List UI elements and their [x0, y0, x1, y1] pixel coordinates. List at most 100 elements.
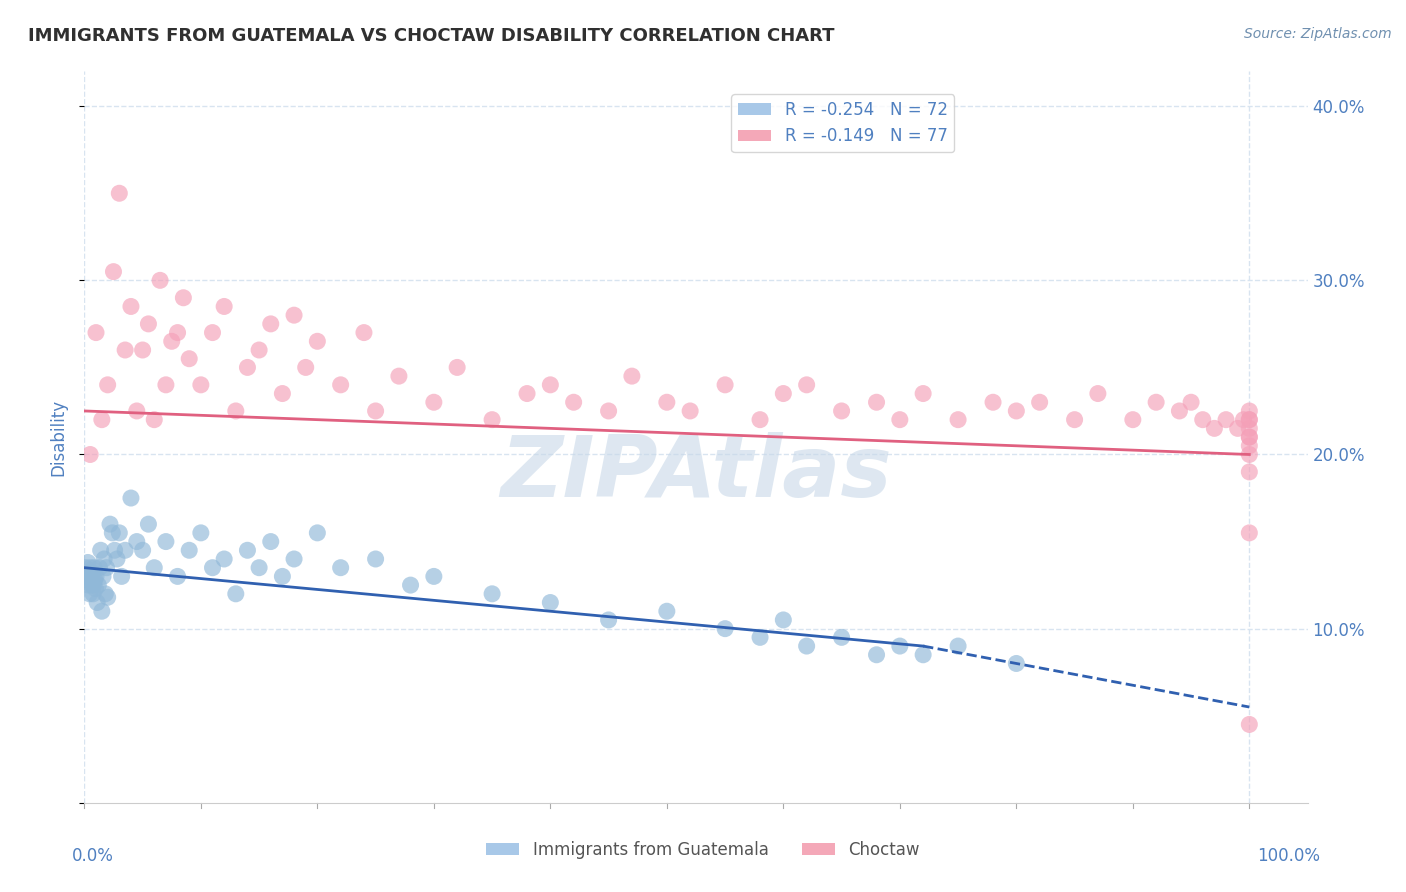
Point [90, 412, 112, 426]
Text: ZIPAtlas: ZIPAtlas [501, 432, 891, 516]
Point [103, 265, 125, 279]
Point [538, 595, 561, 609]
Point [190, 377, 212, 392]
Point [94, 587, 117, 601]
Point [201, 326, 224, 340]
Legend: Immigrants from Guatemala, Choctaw: Immigrants from Guatemala, Choctaw [479, 835, 927, 866]
Point [946, 639, 969, 653]
Point [831, 404, 853, 418]
Point [225, 404, 247, 418]
Point [481, 587, 503, 601]
Point [143, 560, 166, 574]
Point [179, 351, 201, 366]
Point [143, 412, 166, 426]
Point [271, 386, 294, 401]
Point [108, 525, 131, 540]
Point [772, 386, 794, 401]
Point [865, 395, 887, 409]
Point [283, 552, 305, 566]
Point [79, 560, 101, 574]
Point [84, 582, 107, 596]
Point [620, 369, 643, 384]
Point [423, 569, 446, 583]
Point [155, 377, 177, 392]
Point [84, 326, 107, 340]
Point [87, 578, 110, 592]
Point [1005, 657, 1028, 671]
Point [1180, 395, 1202, 409]
Point [749, 631, 772, 645]
Point [166, 326, 188, 340]
Point [86, 595, 108, 609]
Point [796, 377, 818, 392]
Point [946, 412, 969, 426]
Point [865, 648, 887, 662]
Point [1239, 525, 1261, 540]
Point [76, 573, 98, 587]
Point [93, 552, 115, 566]
Point [423, 395, 446, 409]
Point [1239, 412, 1261, 426]
Point [90, 604, 112, 618]
Point [236, 543, 259, 558]
Point [79, 448, 101, 462]
Point [131, 543, 153, 558]
Point [91, 569, 114, 583]
Point [1122, 412, 1144, 426]
Point [105, 552, 128, 566]
Point [981, 395, 1004, 409]
Point [82, 566, 104, 580]
Point [101, 525, 124, 540]
Point [111, 569, 134, 583]
Point [912, 648, 935, 662]
Point [1226, 421, 1249, 435]
Point [84, 569, 107, 583]
Point [889, 412, 911, 426]
Point [79, 587, 101, 601]
Point [714, 622, 737, 636]
Point [1063, 412, 1085, 426]
Point [125, 404, 148, 418]
Point [714, 377, 737, 392]
Text: Source: ZipAtlas.com: Source: ZipAtlas.com [1244, 27, 1392, 41]
Point [212, 300, 235, 314]
Point [283, 308, 305, 322]
Point [77, 578, 100, 592]
Text: 100.0%: 100.0% [1257, 847, 1320, 864]
Point [679, 404, 702, 418]
Point [1239, 465, 1261, 479]
Point [160, 334, 183, 349]
Point [516, 386, 538, 401]
Point [155, 534, 177, 549]
Point [108, 186, 131, 201]
Point [364, 552, 387, 566]
Legend: R = -0.254   N = 72, R = -0.149   N = 77: R = -0.254 N = 72, R = -0.149 N = 77 [731, 95, 955, 152]
Point [329, 560, 352, 574]
Point [225, 587, 247, 601]
Point [1239, 439, 1261, 453]
Point [1239, 421, 1261, 435]
Point [1239, 430, 1261, 444]
Point [1005, 404, 1028, 418]
Point [97, 377, 120, 392]
Point [271, 569, 294, 583]
Point [90, 543, 112, 558]
Point [1144, 395, 1167, 409]
Point [75, 569, 97, 583]
Point [247, 343, 270, 357]
Point [80, 578, 103, 592]
Point [75, 560, 97, 574]
Point [201, 560, 224, 574]
Point [76, 566, 98, 580]
Text: 0.0%: 0.0% [72, 847, 114, 864]
Point [96, 560, 118, 574]
Point [260, 534, 283, 549]
Point [538, 377, 561, 392]
Point [83, 560, 105, 574]
Point [247, 560, 270, 574]
Point [138, 517, 160, 532]
Point [399, 578, 422, 592]
Point [172, 291, 194, 305]
Point [388, 369, 411, 384]
Point [562, 395, 585, 409]
